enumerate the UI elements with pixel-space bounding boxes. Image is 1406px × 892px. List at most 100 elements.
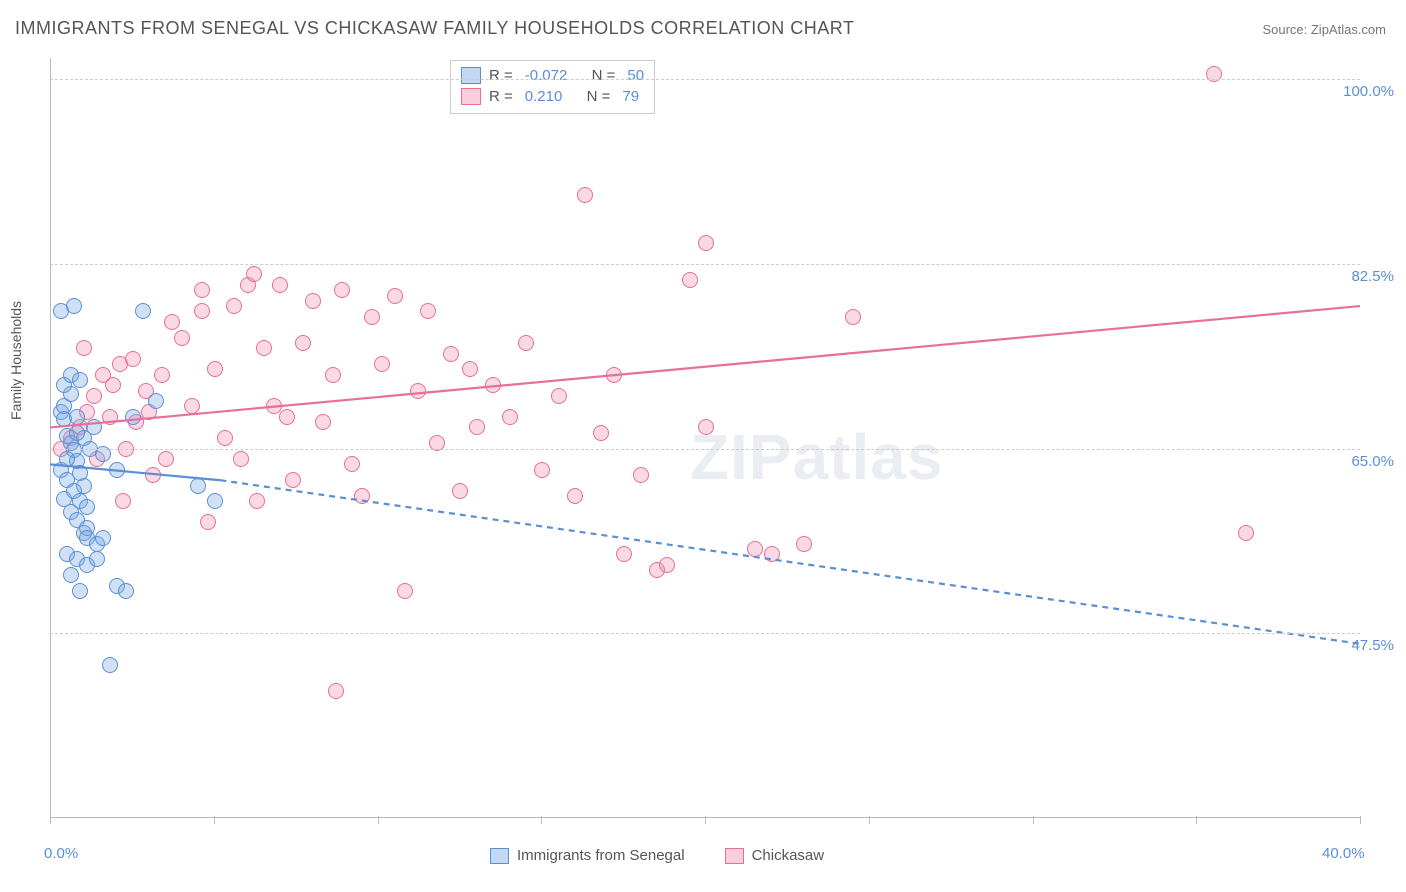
gridline bbox=[50, 633, 1360, 634]
data-point-pink bbox=[796, 536, 812, 552]
data-point-pink bbox=[184, 398, 200, 414]
y-axis-label: Family Households bbox=[8, 301, 24, 420]
legend-label: Chickasaw bbox=[752, 847, 825, 864]
data-point-pink bbox=[747, 541, 763, 557]
data-point-pink bbox=[246, 266, 262, 282]
data-point-pink bbox=[354, 488, 370, 504]
data-point-pink bbox=[194, 282, 210, 298]
data-point-pink bbox=[272, 277, 288, 293]
x-tick bbox=[869, 816, 870, 824]
r-label: R = bbox=[489, 88, 513, 105]
data-point-blue bbox=[109, 462, 125, 478]
data-point-pink bbox=[616, 546, 632, 562]
data-point-pink bbox=[764, 546, 780, 562]
n-label: N = bbox=[592, 67, 616, 84]
data-point-pink bbox=[502, 409, 518, 425]
data-point-pink bbox=[344, 456, 360, 472]
chart-title: IMMIGRANTS FROM SENEGAL VS CHICKASAW FAM… bbox=[15, 18, 854, 39]
data-point-pink bbox=[659, 557, 675, 573]
source-name: ZipAtlas.com bbox=[1311, 22, 1386, 37]
gridline bbox=[50, 79, 1360, 80]
data-point-pink bbox=[174, 330, 190, 346]
data-point-pink bbox=[154, 367, 170, 383]
data-point-pink bbox=[158, 451, 174, 467]
y-tick-label: 65.0% bbox=[1351, 453, 1394, 470]
data-point-pink bbox=[115, 493, 131, 509]
data-point-pink bbox=[462, 361, 478, 377]
data-point-blue bbox=[89, 551, 105, 567]
legend-item: Immigrants from Senegal bbox=[490, 847, 685, 864]
data-point-blue bbox=[72, 583, 88, 599]
data-point-pink bbox=[469, 419, 485, 435]
data-point-pink bbox=[577, 187, 593, 203]
x-tick bbox=[50, 816, 51, 824]
data-point-pink bbox=[845, 309, 861, 325]
data-point-pink bbox=[334, 282, 350, 298]
data-point-blue bbox=[79, 499, 95, 515]
data-point-pink bbox=[551, 388, 567, 404]
legend-swatch-blue bbox=[490, 848, 509, 864]
data-point-blue bbox=[125, 409, 141, 425]
data-point-pink bbox=[217, 430, 233, 446]
data-point-pink bbox=[452, 483, 468, 499]
data-point-pink bbox=[682, 272, 698, 288]
y-tick-label: 47.5% bbox=[1351, 637, 1394, 654]
data-point-pink bbox=[315, 414, 331, 430]
data-point-blue bbox=[118, 583, 134, 599]
gridline bbox=[50, 449, 1360, 450]
data-point-pink bbox=[567, 488, 583, 504]
data-point-blue bbox=[190, 478, 206, 494]
data-point-pink bbox=[145, 467, 161, 483]
data-point-pink bbox=[164, 314, 180, 330]
x-tick bbox=[214, 816, 215, 824]
legend-swatch-pink bbox=[725, 848, 744, 864]
data-point-pink bbox=[194, 303, 210, 319]
n-value: 50 bbox=[627, 67, 644, 84]
data-point-pink bbox=[364, 309, 380, 325]
data-point-blue bbox=[66, 298, 82, 314]
data-point-pink bbox=[102, 409, 118, 425]
x-tick-label: 0.0% bbox=[44, 845, 78, 862]
data-point-blue bbox=[72, 372, 88, 388]
data-point-blue bbox=[69, 409, 85, 425]
x-tick bbox=[541, 816, 542, 824]
data-point-pink bbox=[249, 493, 265, 509]
data-point-pink bbox=[410, 383, 426, 399]
chart-plot-area bbox=[50, 58, 1360, 818]
data-point-pink bbox=[105, 377, 121, 393]
x-tick bbox=[1033, 816, 1034, 824]
data-point-pink bbox=[325, 367, 341, 383]
data-point-pink bbox=[86, 388, 102, 404]
data-point-pink bbox=[328, 683, 344, 699]
data-point-pink bbox=[397, 583, 413, 599]
legend-row: R = -0.072 N = 50 bbox=[461, 65, 644, 86]
r-value: -0.072 bbox=[525, 67, 568, 84]
data-point-pink bbox=[606, 367, 622, 383]
r-value: 0.210 bbox=[525, 88, 563, 105]
data-point-blue bbox=[69, 425, 85, 441]
data-point-blue bbox=[207, 493, 223, 509]
source-prefix: Source: bbox=[1262, 22, 1310, 37]
data-point-blue bbox=[102, 657, 118, 673]
data-point-pink bbox=[593, 425, 609, 441]
data-point-pink bbox=[387, 288, 403, 304]
data-point-pink bbox=[633, 467, 649, 483]
data-point-pink bbox=[76, 340, 92, 356]
legend-swatch-blue bbox=[461, 67, 481, 84]
x-tick-label: 40.0% bbox=[1322, 845, 1365, 862]
data-point-pink bbox=[1238, 525, 1254, 541]
data-point-pink bbox=[305, 293, 321, 309]
y-tick-label: 82.5% bbox=[1351, 268, 1394, 285]
n-value: 79 bbox=[622, 88, 639, 105]
r-label: R = bbox=[489, 67, 513, 84]
data-point-blue bbox=[148, 393, 164, 409]
data-point-pink bbox=[125, 351, 141, 367]
data-point-pink bbox=[295, 335, 311, 351]
data-point-blue bbox=[135, 303, 151, 319]
series-legend: Immigrants from Senegal Chickasaw bbox=[490, 847, 824, 864]
data-point-blue bbox=[63, 567, 79, 583]
legend-item: Chickasaw bbox=[725, 847, 825, 864]
x-tick bbox=[378, 816, 379, 824]
correlation-legend: R = -0.072 N = 50 R = 0.210 N = 79 bbox=[450, 60, 655, 114]
data-point-pink bbox=[233, 451, 249, 467]
